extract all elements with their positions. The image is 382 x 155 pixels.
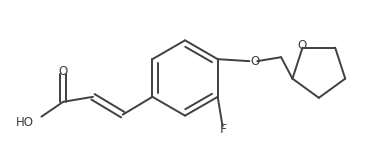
Text: O: O: [58, 65, 68, 78]
Text: HO: HO: [16, 116, 34, 129]
Text: O: O: [297, 39, 306, 52]
Text: F: F: [220, 124, 227, 136]
Text: O: O: [251, 55, 260, 68]
